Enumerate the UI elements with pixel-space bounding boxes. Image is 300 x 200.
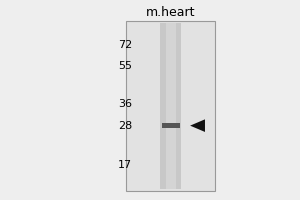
- Text: 72: 72: [118, 40, 132, 50]
- Bar: [160, 23, 181, 189]
- Text: m.heart: m.heart: [146, 6, 196, 19]
- Text: 28: 28: [118, 121, 132, 131]
- Bar: [166, 23, 176, 189]
- Text: 36: 36: [118, 99, 132, 109]
- Polygon shape: [190, 119, 205, 132]
- Text: 17: 17: [118, 160, 132, 170]
- Text: 55: 55: [118, 61, 132, 71]
- Bar: [126, 21, 215, 191]
- Bar: [162, 123, 180, 128]
